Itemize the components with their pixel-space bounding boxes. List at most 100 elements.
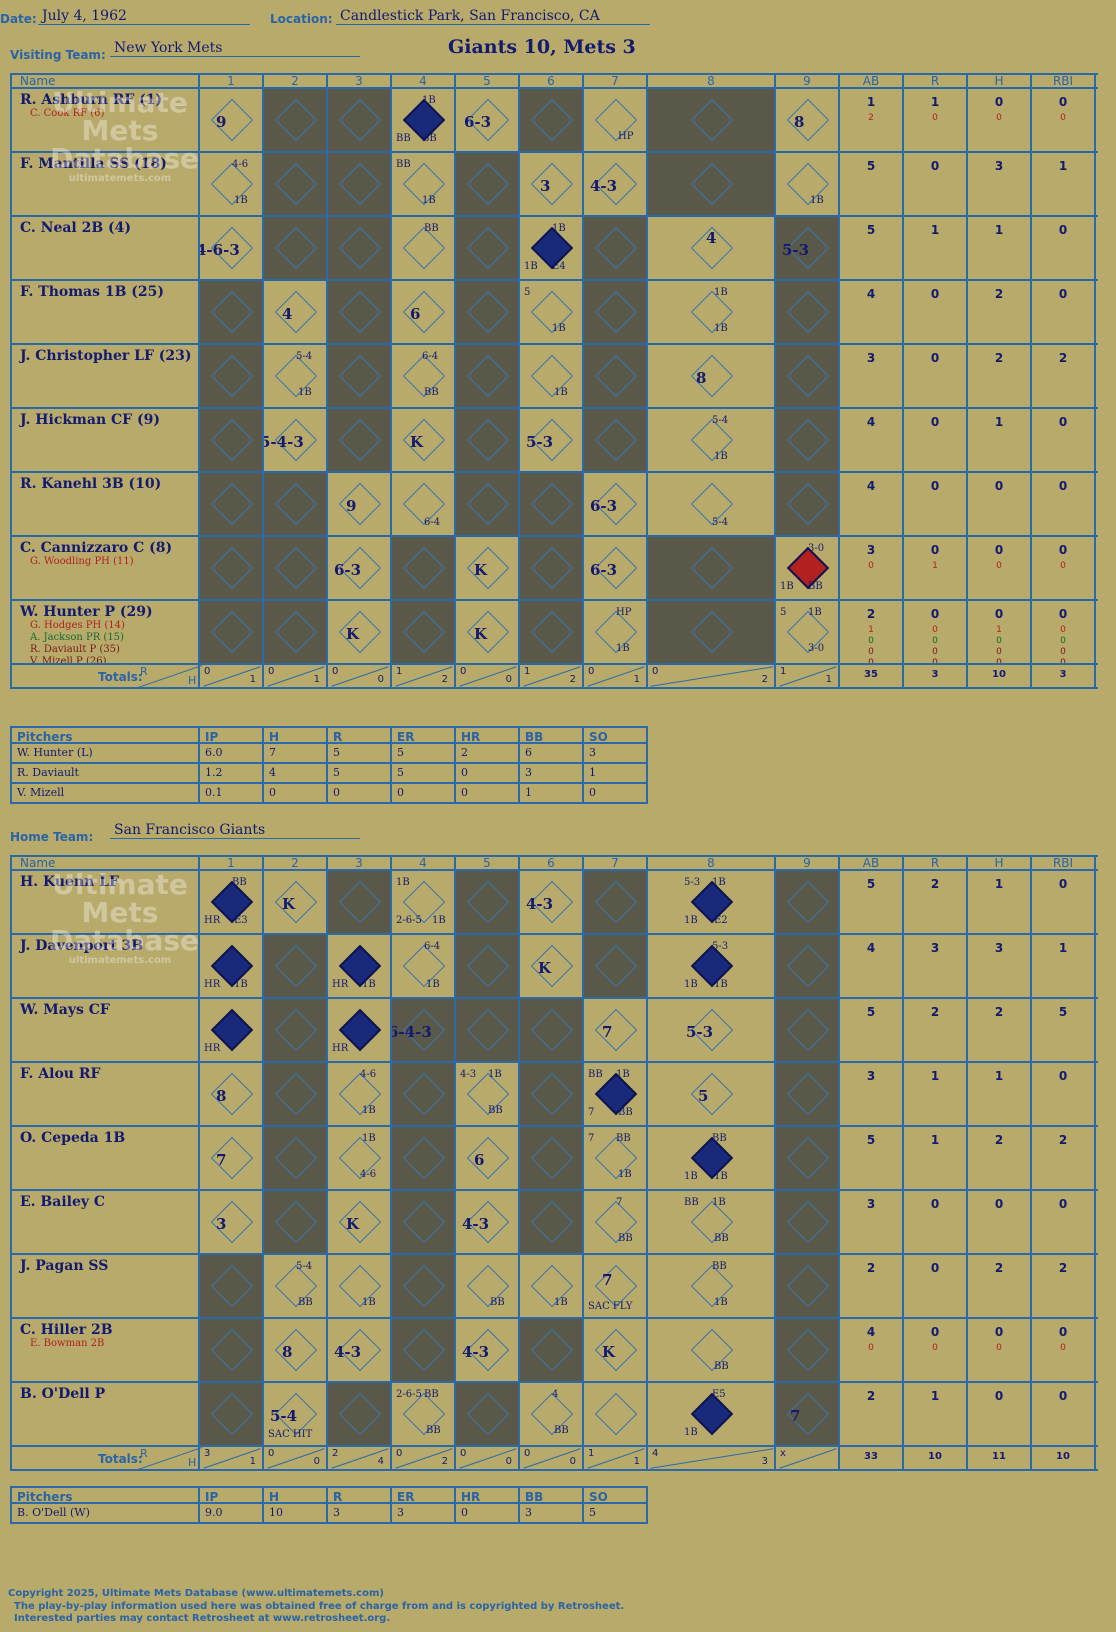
inning-cell: K bbox=[328, 1191, 392, 1253]
substitute-stat: 1 bbox=[868, 625, 874, 635]
stat-cell-ab: 3 bbox=[840, 1063, 904, 1125]
stat-cell-r: 1 bbox=[904, 1063, 968, 1125]
base-diamond bbox=[338, 354, 382, 398]
stat-cell-rbi: 0 bbox=[1032, 871, 1096, 933]
stat-cell-rbi: 0 bbox=[1032, 281, 1096, 343]
substitute-name: C. Cook RF (6) bbox=[30, 108, 105, 119]
stat-header-h: H bbox=[968, 75, 1032, 88]
substitute-stat: 0 bbox=[932, 1343, 938, 1353]
location-value: Candlestick Park, San Francisco, CA bbox=[336, 8, 650, 25]
substitute-stat: 0 bbox=[932, 658, 938, 663]
base-diamond bbox=[530, 610, 574, 654]
stat-total-cell-h: 10 bbox=[968, 665, 1032, 687]
stat-value-h: 0 bbox=[994, 1325, 1004, 1339]
play-notation: BB bbox=[424, 1389, 439, 1400]
inning-cell: HR 1B bbox=[200, 935, 264, 997]
stat-value-h: 3 bbox=[994, 941, 1004, 955]
play-notation: 6 bbox=[410, 305, 421, 323]
inning-cell bbox=[200, 409, 264, 471]
stat-value-rbi: 0 bbox=[1058, 479, 1068, 493]
batter-row: F. Alou RF 8 4-6 1B 4-3 1B BB BB 1B 7 BB 5 3 1 1 0 bbox=[10, 1063, 1098, 1127]
inning-cell: 9 bbox=[200, 89, 264, 151]
batter-name-cell: W. Hunter P (29) G. Hodges PH (14) A. Jack… bbox=[10, 601, 200, 663]
base-diamond bbox=[402, 546, 446, 590]
inning-total-cell: x bbox=[776, 1447, 840, 1469]
inning-cell: 4 BB bbox=[520, 1383, 584, 1445]
play-notation: BB bbox=[684, 1197, 699, 1208]
inning-cell: 6-3 bbox=[584, 473, 648, 535]
inning-header-3: 3 bbox=[328, 857, 392, 870]
stat-value-h: 0 bbox=[994, 543, 1004, 557]
inning-cell: 4-3 bbox=[584, 153, 648, 215]
inning-header-4: 4 bbox=[392, 857, 456, 870]
play-notation: 1B bbox=[422, 195, 436, 206]
base-diamond bbox=[274, 482, 318, 526]
pitcher-stat: 5 bbox=[392, 744, 456, 762]
inning-cell bbox=[776, 1063, 840, 1125]
base-diamond bbox=[402, 1200, 446, 1244]
base-diamond bbox=[786, 1136, 830, 1180]
inning-cell: 6-3 bbox=[328, 537, 392, 599]
play-notation: 6-3 bbox=[334, 561, 362, 579]
inning-runs: 0 bbox=[460, 1448, 467, 1459]
inning-cell: 8 bbox=[264, 1319, 328, 1381]
substitute-stat: 0 bbox=[868, 647, 874, 657]
inning-cell bbox=[328, 217, 392, 279]
stat-value-rbi: 0 bbox=[1058, 1069, 1068, 1083]
play-notation: 6-4 bbox=[422, 351, 439, 362]
play-notation: BB bbox=[396, 159, 411, 170]
play-notation: BB bbox=[618, 1233, 633, 1244]
inning-cell: BB 1B bbox=[392, 153, 456, 215]
base-diamond bbox=[466, 354, 510, 398]
stat-header-rbi: RBI bbox=[1032, 857, 1096, 870]
base-diamond bbox=[530, 98, 574, 142]
visiting-team-value: New York Mets bbox=[110, 40, 360, 57]
base-diamond bbox=[530, 162, 574, 206]
inning-cell bbox=[584, 217, 648, 279]
play-notation: 1B bbox=[362, 1105, 376, 1116]
substitute-stat: 0 bbox=[1060, 1343, 1066, 1353]
pitching-col-r: R bbox=[328, 728, 392, 744]
play-notation: K bbox=[282, 895, 296, 913]
inning-cell bbox=[776, 1255, 840, 1317]
pitcher-stat: 0 bbox=[584, 784, 648, 802]
inning-cell: 1B bbox=[776, 153, 840, 215]
substitute-stat: 0 bbox=[1060, 636, 1066, 646]
base-diamond bbox=[402, 1072, 446, 1116]
pitcher-stat: 6 bbox=[520, 744, 584, 762]
stat-cell-h: 3 bbox=[968, 153, 1032, 215]
substitute-name: R. Daviault P (35) bbox=[30, 644, 120, 655]
play-notation: 4-6-3 bbox=[200, 241, 240, 259]
stat-value-rbi: 0 bbox=[1058, 607, 1068, 621]
stat-value-r: 0 bbox=[930, 415, 940, 429]
inning-cell: 6 bbox=[392, 281, 456, 343]
inning-cell bbox=[200, 537, 264, 599]
inning-cell bbox=[456, 935, 520, 997]
substitute-stat: 0 bbox=[1060, 113, 1066, 123]
date-label: Date: bbox=[0, 12, 37, 26]
substitute-stat: 0 bbox=[932, 636, 938, 646]
base-diamond bbox=[594, 944, 638, 988]
base-diamond bbox=[530, 1072, 574, 1116]
totals-label: Totals: bbox=[98, 1452, 143, 1466]
pitchers-header: Pitchers bbox=[10, 1488, 200, 1504]
inning-header-4: 4 bbox=[392, 75, 456, 88]
play-notation: 1B bbox=[298, 387, 312, 398]
base-diamond bbox=[210, 354, 254, 398]
inning-runs: 1 bbox=[780, 666, 787, 677]
stat-cell-h: 3 bbox=[968, 935, 1032, 997]
batter-name-cell: R. Kanehl 3B (10) bbox=[10, 473, 200, 535]
hits-abbrev: H bbox=[188, 674, 197, 687]
play-notation: 7 bbox=[602, 1023, 613, 1041]
base-diamond bbox=[786, 1328, 830, 1372]
stat-value-h: 0 bbox=[994, 479, 1004, 493]
inning-cell bbox=[776, 935, 840, 997]
batter-row: J. Davenport 3B HR 1B HR 1B 6-4 1B K 5-3 1B 1B 4 3 3 1 bbox=[10, 935, 1098, 999]
column-header-row: Name 1 2 3 4 5 6 7 8 9 AB R H RBI bbox=[10, 73, 1098, 89]
